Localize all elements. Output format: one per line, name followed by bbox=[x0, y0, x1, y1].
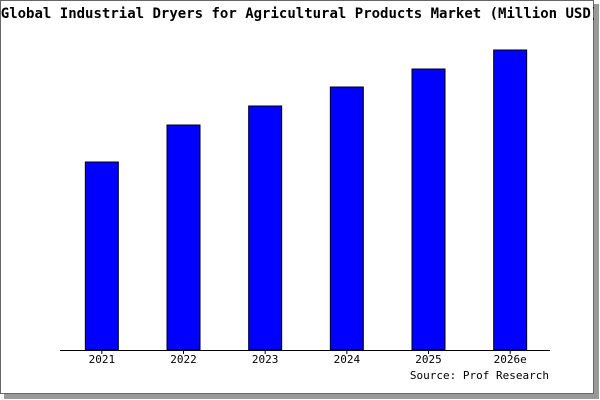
plot: Global Industrial Dryers for Agricultura… bbox=[1, 6, 599, 382]
chart-title: Global Industrial Dryers for Agricultura… bbox=[1, 6, 599, 22]
x-tick-label: 2021 bbox=[89, 353, 116, 366]
bar bbox=[329, 86, 364, 351]
source-note: Source: Prof Research bbox=[410, 369, 549, 382]
x-tick-label: 2023 bbox=[252, 353, 279, 366]
bar bbox=[84, 161, 119, 351]
x-tick-label: 2022 bbox=[170, 353, 197, 366]
x-tick-label: 2026e bbox=[494, 353, 527, 366]
bar bbox=[248, 105, 283, 351]
bar bbox=[166, 124, 201, 351]
bar bbox=[411, 68, 446, 351]
x-tick-label: 2025 bbox=[415, 353, 442, 366]
x-tick-label: 2024 bbox=[334, 353, 361, 366]
bar bbox=[493, 49, 528, 351]
